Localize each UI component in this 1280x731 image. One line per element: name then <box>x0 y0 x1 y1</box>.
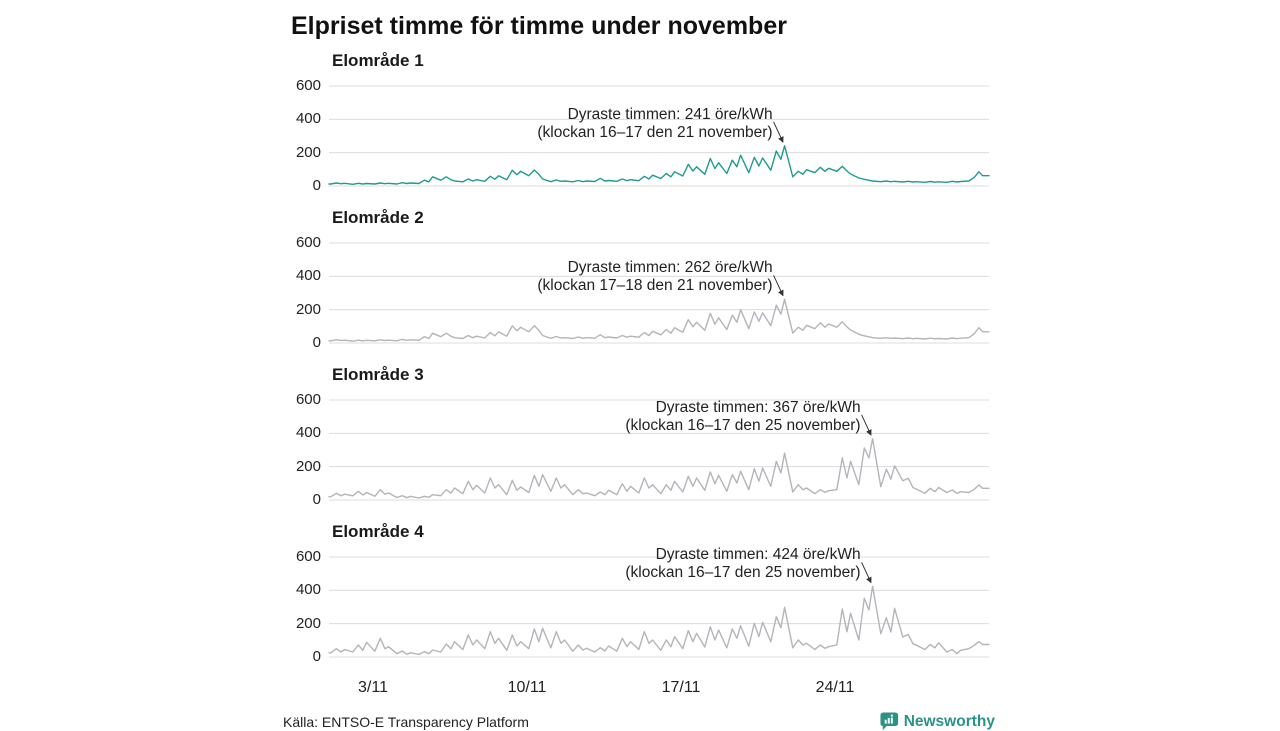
peak-annotation: Dyraste timmen: 262 öre/kWh (klockan 17–… <box>537 259 772 295</box>
y-tick: 200 <box>295 457 321 475</box>
y-tick: 0 <box>312 334 321 351</box>
chart-subtitle: Elområde 2 <box>332 208 424 227</box>
plot-area: Dyraste timmen: 262 öre/kWh (klockan 17–… <box>328 240 990 346</box>
x-tick: 10/11 <box>507 679 547 696</box>
brand-name: Newsworthy <box>903 712 995 730</box>
source-note: Källa: ENTSO-E Transparency Platform <box>283 713 529 730</box>
annotation-line1: Dyraste timmen: 424 öre/kWh <box>655 546 861 564</box>
line-chart-svg <box>328 85 990 187</box>
chart-subtitle: Elområde 3 <box>332 365 424 384</box>
peak-annotation: Dyraste timmen: 241 öre/kWh (klockan 16–… <box>537 106 772 142</box>
annotation-line1: Dyraste timmen: 262 öre/kWh <box>567 259 773 277</box>
y-axis-labels: 600 400 200 0 <box>283 548 329 665</box>
y-tick: 200 <box>295 614 321 632</box>
y-tick: 0 <box>312 177 321 194</box>
annotation-line1: Dyraste timmen: 367 öre/kWh <box>655 398 861 416</box>
plot-area: Dyraste timmen: 424 öre/kWh (klockan 16–… <box>328 546 990 660</box>
x-tick: 17/11 <box>661 679 701 696</box>
y-tick: 600 <box>295 234 321 251</box>
line-chart-svg <box>328 399 990 501</box>
page-title: Elpriset timme för timme under november <box>291 12 787 40</box>
y-tick: 0 <box>312 491 321 508</box>
x-tick: 24/11 <box>815 679 855 696</box>
y-tick: 200 <box>295 300 321 318</box>
y-tick: 400 <box>295 110 321 128</box>
chart-elomrade-3: Elområde 3 600 400 200 0 Dyraste timmen:… <box>283 364 1280 508</box>
y-tick: 0 <box>312 648 321 665</box>
line-chart-svg <box>328 556 990 658</box>
annotation-line1: Dyraste timmen: 241 öre/kWh <box>567 105 773 123</box>
annotation-line2: (klockan 16–17 den 25 november) <box>625 564 861 582</box>
y-tick: 400 <box>295 424 321 442</box>
newsworthy-brand: Newsworthy <box>880 712 995 731</box>
annotation-line2: (klockan 16–17 den 25 november) <box>625 416 861 434</box>
x-axis-labels: 3/11 10/11 17/11 24/11 <box>329 678 1280 700</box>
y-tick: 400 <box>295 267 321 285</box>
plot-area: Dyraste timmen: 241 öre/kWh (klockan 16–… <box>328 83 990 189</box>
peak-annotation: Dyraste timmen: 424 öre/kWh (klockan 16–… <box>625 546 860 582</box>
chart-elomrade-1: Elområde 1 600 400 200 0 Dyraste timmen:… <box>283 50 1280 194</box>
x-tick: 3/11 <box>358 679 388 696</box>
chart-elomrade-2: Elområde 2 600 400 200 0 Dyraste timmen:… <box>283 207 1280 351</box>
newsworthy-logo-icon <box>880 712 898 731</box>
annotation-line2: (klockan 17–18 den 21 november) <box>537 277 773 295</box>
plot-area: Dyraste timmen: 367 öre/kWh (klockan 16–… <box>328 397 990 503</box>
y-tick: 200 <box>295 143 321 161</box>
y-tick: 600 <box>295 77 321 94</box>
y-tick: 400 <box>295 581 321 599</box>
peak-annotation: Dyraste timmen: 367 öre/kWh (klockan 16–… <box>625 399 860 435</box>
annotation-line2: (klockan 16–17 den 21 november) <box>537 123 773 141</box>
y-axis-labels: 600 400 200 0 <box>283 77 329 194</box>
chart-subtitle: Elområde 1 <box>332 51 424 70</box>
y-tick: 600 <box>295 548 321 565</box>
y-tick: 600 <box>295 391 321 408</box>
line-chart-svg <box>328 242 990 344</box>
chart-subtitle: Elområde 4 <box>332 522 424 541</box>
y-axis-labels: 600 400 200 0 <box>283 234 329 351</box>
y-axis-labels: 600 400 200 0 <box>283 391 329 508</box>
chart-elomrade-4: Elområde 4 600 400 200 0 Dyraste timmen:… <box>283 521 1280 665</box>
footer: Källa: ENTSO-E Transparency Platform New… <box>283 712 995 731</box>
